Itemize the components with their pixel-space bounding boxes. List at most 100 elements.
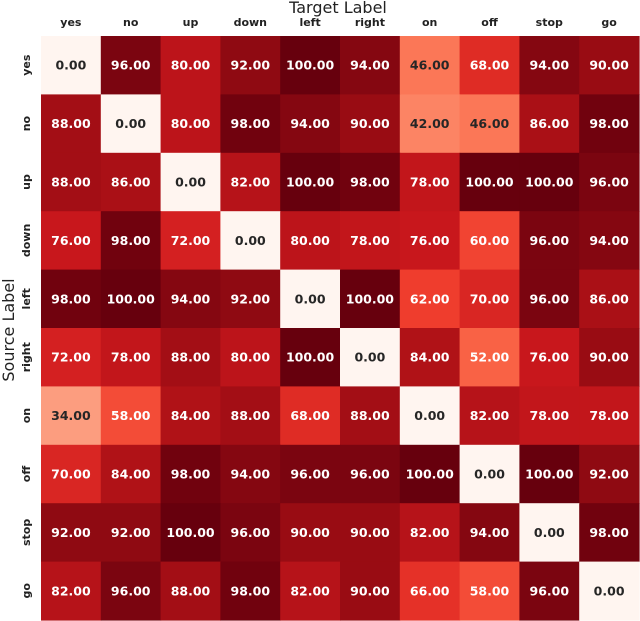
heatmap-cell-go-right [340, 561, 401, 621]
cell-value-label: 76.00 [410, 233, 450, 248]
heatmap-cell-right-down [220, 328, 281, 387]
heatmap-cell-left-stop [519, 269, 580, 329]
cell-value-label: 92.00 [51, 525, 91, 540]
heatmap-cell-on-down [220, 386, 281, 446]
heatmap-cell-off-yes [41, 444, 102, 504]
cell-value-label: 88.00 [171, 583, 211, 598]
heatmap-cell-left-on [399, 269, 461, 329]
heatmap-cell-right-up [160, 328, 221, 387]
cell-value-label: 0.00 [235, 233, 266, 248]
heatmap-cell-on-yes [41, 386, 102, 446]
cell-value-label: 98.00 [589, 525, 629, 540]
heatmap-cell-down-left [280, 211, 341, 271]
cell-value-label: 100.00 [166, 525, 215, 540]
cell-value-label: 0.00 [414, 408, 445, 423]
cell-value-label: 88.00 [231, 408, 271, 423]
y-tick-off: off [20, 466, 33, 483]
cell-value-label: 70.00 [51, 467, 91, 482]
heatmap-cell-no-right [340, 94, 401, 154]
cell-value-label: 92.00 [231, 291, 271, 306]
heatmap-cell-go-left [280, 561, 341, 621]
x-tick-right: right [355, 16, 385, 29]
x-tick-down: down [234, 16, 267, 29]
heatmap-cell-stop-up [160, 503, 221, 563]
heatmap-cell-down-up [160, 211, 221, 271]
cell-value-label: 92.00 [589, 467, 629, 482]
cell-value-label: 88.00 [51, 116, 91, 131]
heatmap-cell-up-right [340, 152, 401, 212]
cell-value-label: 34.00 [51, 408, 91, 423]
x-tick-go: go [601, 16, 617, 29]
heatmap-cell-go-yes [41, 561, 102, 621]
heatmap-cell-off-down [220, 444, 281, 504]
cell-value-label: 100.00 [286, 175, 335, 190]
heatmap-cell-yes-yes [41, 36, 102, 95]
cell-value-label: 88.00 [350, 408, 390, 423]
cell-value-label: 84.00 [171, 408, 211, 423]
heatmap-cell-on-go [579, 386, 640, 446]
cell-value-label: 94.00 [589, 233, 629, 248]
y-tick-labels: yes no up down left right on off stop go [20, 54, 33, 598]
heatmap-cell-stop-yes [41, 503, 102, 563]
heatmap-cell-down-stop [519, 211, 580, 271]
heatmap-cell-no-down [220, 94, 281, 154]
heatmap-cell-stop-left [280, 503, 341, 563]
heatmap-cell-stop-stop [519, 503, 580, 563]
cell-value-label: 98.00 [171, 467, 211, 482]
heatmap-cell-up-yes [41, 152, 102, 212]
y-tick-right: right [20, 342, 33, 372]
heatmap-cell-right-yes [41, 328, 102, 387]
heatmap-cell-up-on [399, 152, 461, 212]
cell-value-label: 80.00 [171, 116, 211, 131]
cell-value-label: 96.00 [111, 58, 151, 73]
y-tick-no: no [20, 115, 33, 131]
cell-value-label: 96.00 [530, 233, 570, 248]
cell-value-label: 0.00 [474, 467, 505, 482]
heatmap-cell-right-off [459, 328, 520, 387]
y-tick-yes: yes [20, 54, 33, 76]
heatmap-cell-off-on [399, 444, 461, 504]
cell-value-label: 98.00 [231, 116, 271, 131]
cell-value-label: 78.00 [589, 408, 629, 423]
cell-value-label: 96.00 [589, 175, 629, 190]
cell-value-label: 58.00 [470, 583, 510, 598]
heatmap-cell-left-down [220, 269, 281, 329]
heatmap-cell-up-no [100, 152, 162, 212]
heatmap-cell-off-stop [519, 444, 580, 504]
y-tick-stop: stop [20, 519, 33, 546]
cell-value-label: 82.00 [410, 525, 450, 540]
heatmap-cell-down-right [340, 211, 401, 271]
heatmap-cell-on-on [399, 386, 461, 446]
cell-value-label: 0.00 [295, 291, 326, 306]
cell-value-label: 90.00 [350, 583, 390, 598]
cell-value-label: 84.00 [111, 467, 151, 482]
cell-value-label: 100.00 [286, 58, 335, 73]
heatmap-cells: 0.00 96.00 80.00 92.00 100.00 94.00 46.00 68.00… [41, 36, 640, 621]
heatmap-cell-up-stop [519, 152, 580, 212]
cell-value-label: 98.00 [51, 291, 91, 306]
heatmap-cell-yes-no [100, 36, 162, 95]
heatmap-cell-stop-off [459, 503, 520, 563]
heatmap-cell-go-go [579, 561, 640, 621]
heatmap-cell-left-no [100, 269, 162, 329]
x-tick-no: no [123, 16, 139, 29]
heatmap-cell-down-yes [41, 211, 102, 271]
cell-value-label: 78.00 [530, 408, 570, 423]
cell-value-label: 94.00 [530, 58, 570, 73]
cell-value-label: 80.00 [171, 58, 211, 73]
cell-value-label: 0.00 [55, 58, 86, 73]
cell-value-label: 94.00 [171, 291, 211, 306]
heatmap-cell-up-left [280, 152, 341, 212]
cell-value-label: 96.00 [111, 583, 151, 598]
heatmap-cell-down-on [399, 211, 461, 271]
heatmap-cell-right-go [579, 328, 640, 387]
x-axis-title: Target Label [288, 0, 387, 17]
cell-value-label: 98.00 [350, 175, 390, 190]
cell-value-label: 96.00 [530, 291, 570, 306]
cell-value-label: 88.00 [171, 350, 211, 365]
cell-value-label: 90.00 [290, 525, 330, 540]
heatmap-cell-off-left [280, 444, 341, 504]
cell-value-label: 96.00 [530, 583, 570, 598]
x-tick-left: left [299, 16, 320, 29]
